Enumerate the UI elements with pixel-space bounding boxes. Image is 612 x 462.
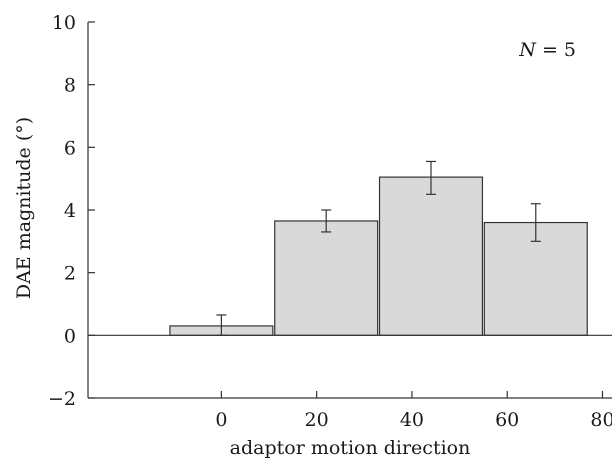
x-tick-label: 40 (400, 409, 424, 431)
y-tick-label: 4 (64, 200, 76, 222)
axes-layer (87, 22, 612, 399)
y-tick-label: 8 (64, 75, 76, 97)
y-tick-label: −2 (48, 388, 76, 410)
y-tick-label: 10 (52, 12, 76, 34)
error-bars-layer (216, 160, 541, 336)
y-axis-label: DAE magnitude (°) (13, 117, 35, 299)
sample-size-value: = 5 (536, 39, 576, 61)
bars-layer (169, 176, 588, 336)
y-tick-label: 0 (64, 325, 76, 347)
sample-size-symbol: N (518, 39, 537, 61)
x-tick-label: 20 (305, 409, 329, 431)
bar-20 (274, 220, 379, 336)
x-tick-label: 80 (590, 409, 612, 431)
y-tick-label: 6 (64, 137, 76, 159)
bar-60 (483, 221, 588, 336)
ticks-layer: −2 0 2 4 6 8 10 0 20 40 60 80 (48, 12, 612, 431)
y-tick-label: 2 (64, 263, 76, 285)
x-tick-label: 60 (495, 409, 519, 431)
x-tick-label: 0 (215, 409, 227, 431)
sample-size-annotation: N = 5 (518, 39, 576, 61)
x-axis-label: adaptor motion direction (230, 437, 471, 459)
bar-40 (378, 176, 484, 336)
